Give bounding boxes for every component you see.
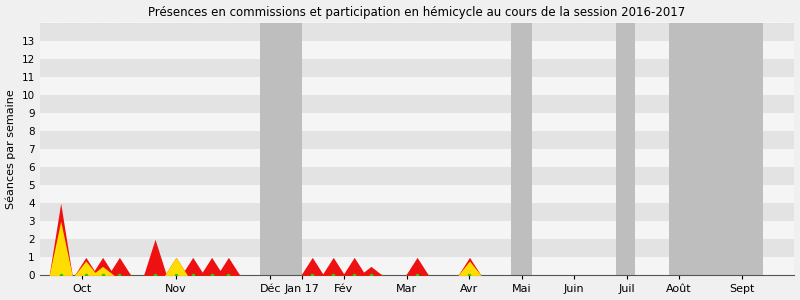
Bar	[40, 131, 794, 149]
Bar	[40, 185, 794, 203]
Bar	[40, 239, 794, 257]
Bar	[40, 95, 794, 113]
Title: Présences en commissions et participation en hémicycle au cours de la session 20: Présences en commissions et participatio…	[149, 6, 686, 19]
Bar	[669, 22, 763, 275]
Bar	[40, 113, 794, 131]
Bar	[40, 167, 794, 185]
Bar	[40, 203, 794, 221]
Bar	[40, 257, 794, 275]
Bar	[40, 77, 794, 95]
Bar	[511, 22, 532, 275]
Bar	[260, 22, 302, 275]
Bar	[40, 22, 794, 40]
Bar	[40, 40, 794, 58]
Bar	[40, 221, 794, 239]
Bar	[616, 22, 635, 275]
Bar	[40, 58, 794, 77]
Bar	[40, 149, 794, 167]
Y-axis label: Séances par semaine: Séances par semaine	[6, 89, 16, 209]
